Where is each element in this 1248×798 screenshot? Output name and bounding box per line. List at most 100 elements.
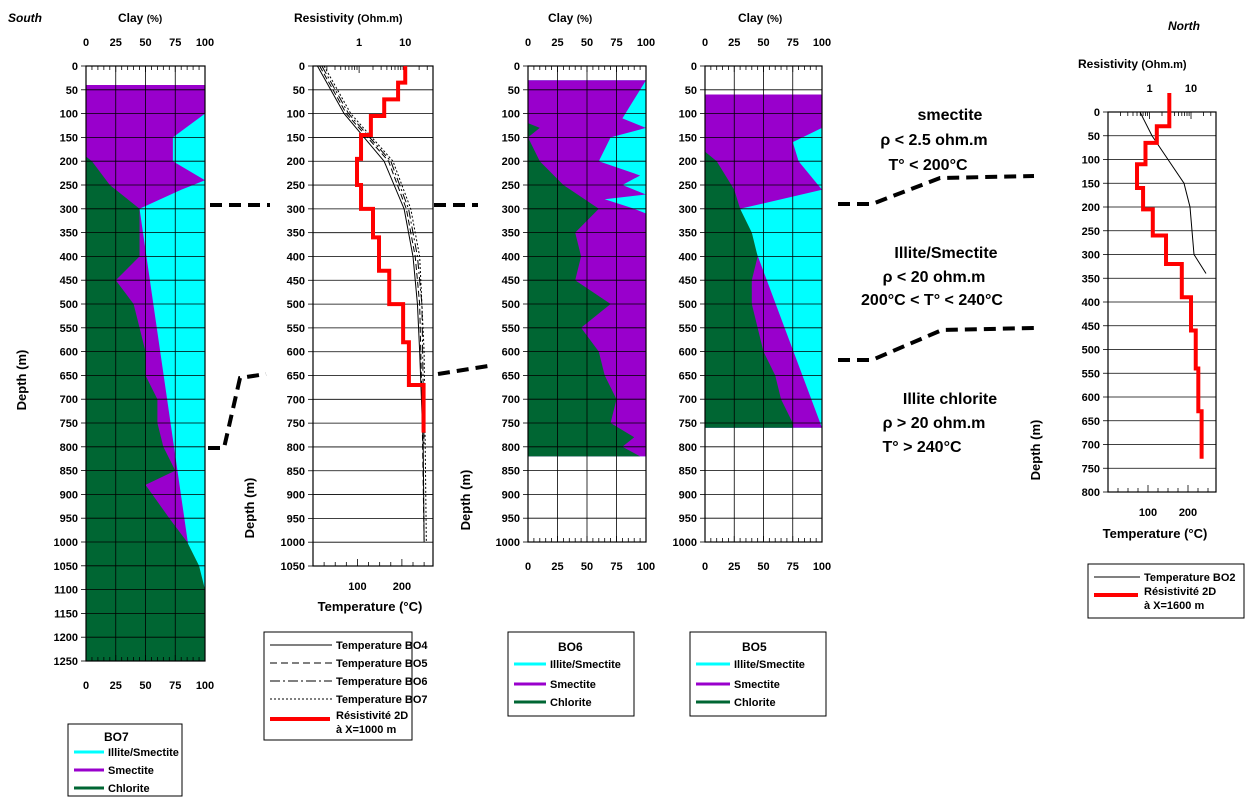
- bo7-ytick-label: 1050: [54, 561, 78, 573]
- bo5-ytick-label: 0: [691, 61, 697, 73]
- p2-ytick-label: 500: [287, 299, 305, 311]
- bo7-xtick-top-label: 50: [139, 37, 151, 49]
- bo5-ytick-label: 800: [679, 442, 697, 454]
- bo6-xtick-bottom-label: 100: [637, 561, 655, 573]
- bo5-ytick-label: 400: [679, 251, 697, 263]
- bo7-ytick-label: 1150: [54, 608, 78, 620]
- p2-ytick-label: 950: [287, 513, 305, 525]
- north-label: North: [1168, 19, 1200, 33]
- p2-ytick-label: 1000: [281, 537, 305, 549]
- bo6-ytick-label: 600: [502, 347, 520, 359]
- bo7-ytick-label: 1250: [54, 656, 78, 668]
- p5-temp-tick-label: 200: [1179, 507, 1197, 519]
- legend-temperature-bo2: Temperature BO2 Résistivité 2D à X=1600 …: [1087, 563, 1245, 619]
- bo5-ytick-label: 700: [679, 394, 697, 406]
- bo6-ytick-label: 450: [502, 275, 520, 287]
- bo7-ytick-label: 500: [60, 299, 78, 311]
- svg-text:Temperature BO4: Temperature BO4: [336, 640, 428, 652]
- bo5-ytick-label: 250: [679, 180, 697, 192]
- bo5-xtick-bottom-label: 75: [787, 561, 799, 573]
- bo7-ytick-label: 250: [60, 180, 78, 192]
- svg-text:Chlorite: Chlorite: [108, 783, 150, 795]
- bo7-ytick-label: 950: [60, 513, 78, 525]
- p5-temp-bo2-line: [1139, 111, 1207, 274]
- p5-ytick-label: 600: [1082, 392, 1100, 404]
- p2-ytick-label: 350: [287, 228, 305, 240]
- p2-ytick-label: 1050: [281, 561, 305, 573]
- bo6-ytick-label: 800: [502, 442, 520, 454]
- bo7-xtick-top-label: 25: [110, 37, 122, 49]
- svg-text:à X=1000 m: à X=1000 m: [336, 724, 396, 736]
- bo6-ytick-label: 400: [502, 251, 520, 263]
- p2-ytick-label: 150: [287, 132, 305, 144]
- p2-ytick-label: 450: [287, 275, 305, 287]
- svg-text:Temperature BO7: Temperature BO7: [336, 694, 428, 706]
- bo6-ytick-label: 550: [502, 323, 520, 335]
- p2-ytick-label: 600: [287, 347, 305, 359]
- svg-text:T° < 200°C: T° < 200°C: [888, 157, 968, 174]
- p5-ytick-label: 350: [1082, 273, 1100, 285]
- bo7-ytick-label: 700: [60, 394, 78, 406]
- bo7-ytick-label: 450: [60, 275, 78, 287]
- svg-text:Illite/Smectite: Illite/Smectite: [734, 659, 805, 671]
- bo7-ytick-label: 850: [60, 466, 78, 478]
- bo7-ytick-label: 800: [60, 442, 78, 454]
- svg-text:BO7: BO7: [104, 730, 129, 744]
- bo6-ytick-label: 850: [502, 466, 520, 478]
- p5-ytick-label: 0: [1094, 107, 1100, 119]
- p5-ytick-label: 450: [1082, 321, 1100, 333]
- svg-text:ρ > 20 ohm.m: ρ > 20 ohm.m: [883, 415, 986, 432]
- svg-text:Smectite: Smectite: [734, 679, 780, 691]
- p5-ytick-label: 550: [1082, 368, 1100, 380]
- bo6-xtick-top-label: 50: [581, 37, 593, 49]
- bo5-xtick-top-label: 100: [813, 37, 831, 49]
- bo6-xtick-top-label: 75: [610, 37, 622, 49]
- bo5-ytick-label: 150: [679, 132, 697, 144]
- bo5-xtick-bottom-label: 25: [728, 561, 740, 573]
- svg-text:Résistivité 2D: Résistivité 2D: [1144, 586, 1216, 598]
- bo7-ytick-label: 100: [60, 109, 78, 121]
- p2-ytick-label: 850: [287, 466, 305, 478]
- p5-temp-label: Temperature (°C): [1103, 526, 1208, 541]
- bo7-xtick-bottom-label: 50: [139, 680, 151, 692]
- bo5-ytick-label: 750: [679, 418, 697, 430]
- p2-temp-tick-label: 100: [348, 581, 366, 593]
- bo6-ytick-label: 250: [502, 180, 520, 192]
- p5-ytick-label: 50: [1088, 131, 1100, 143]
- bo7-ytick-label: 1200: [54, 632, 78, 644]
- bo6-xtick-bottom-label: 75: [610, 561, 622, 573]
- bo7-xtick-bottom-label: 75: [169, 680, 181, 692]
- p2-ytick-label: 900: [287, 490, 305, 502]
- p2-depth-label: Depth (m): [242, 478, 257, 539]
- bo7-ytick-label: 650: [60, 370, 78, 382]
- p2-ytick-label: 250: [287, 180, 305, 192]
- bo5-ytick-label: 900: [679, 489, 697, 501]
- bo6-xtick-top-label: 25: [551, 37, 563, 49]
- p2-ytick-label: 400: [287, 251, 305, 263]
- svg-text:Temperature BO6: Temperature BO6: [336, 676, 428, 688]
- p5-ytick-label: 500: [1082, 345, 1100, 357]
- bo6-ytick-label: 100: [502, 109, 520, 121]
- bo5-xtick-top-label: 75: [787, 37, 799, 49]
- bo7-ytick-label: 900: [60, 489, 78, 501]
- zone-smectite: smectite ρ < 2.5 ohm.m T° < 200°C: [880, 107, 987, 174]
- svg-text:Chlorite: Chlorite: [734, 697, 776, 709]
- svg-text:ρ < 2.5 ohm.m: ρ < 2.5 ohm.m: [880, 132, 987, 149]
- legend-bo7: BO7 Illite/Smectite Smectite Chlorite: [67, 723, 183, 797]
- bo5-chlorite-area: [705, 94, 793, 428]
- p2-temp-bo7-line: [323, 65, 427, 543]
- p5-res-title: Resistivity (Ohm.m): [1078, 57, 1187, 71]
- bo6-chlorite-area: [528, 80, 641, 457]
- svg-text:Illite/Smectite: Illite/Smectite: [894, 245, 997, 262]
- bo6-ytick-label: 1000: [496, 537, 520, 549]
- bo7-ytick-label: 300: [60, 204, 78, 216]
- bo5-ytick-label: 650: [679, 370, 697, 382]
- bo7-ytick-label: 1100: [54, 585, 78, 597]
- svg-text:Temperature BO5: Temperature BO5: [336, 658, 428, 670]
- svg-text:T° > 240°C: T° > 240°C: [882, 439, 962, 456]
- p2-ytick-label: 800: [287, 442, 305, 454]
- bo5-xtick-top-label: 25: [728, 37, 740, 49]
- p5-resistivity-2d-line: [1135, 93, 1204, 459]
- bo7-ytick-label: 550: [60, 323, 78, 335]
- bo6-ytick-label: 950: [502, 513, 520, 525]
